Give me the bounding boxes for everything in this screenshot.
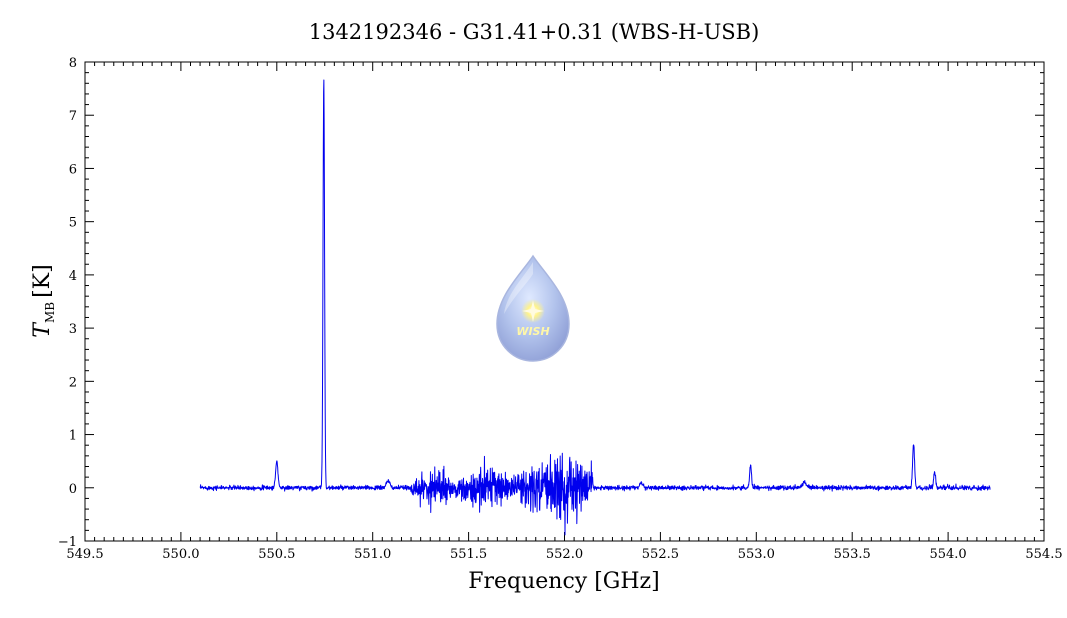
logo-text: WISH: [516, 325, 549, 338]
y-tick-label: 7: [69, 109, 77, 124]
x-tick-label: 551.5: [450, 547, 487, 562]
x-tick-label: 550.5: [258, 547, 295, 562]
x-tick-label: 551.0: [354, 547, 391, 562]
y-tick-label: 3: [69, 322, 77, 337]
x-tick-label: 553.5: [834, 547, 871, 562]
y-tick-label: 0: [69, 482, 77, 497]
y-tick-label: −1: [58, 535, 77, 550]
x-tick-label: 553.0: [738, 547, 775, 562]
y-tick-labels: −1 0 1 2 3 4 5 6 7 8: [58, 56, 77, 550]
axis-ticks: [84, 61, 1045, 542]
x-tick-label: 552.0: [546, 547, 583, 562]
x-axis-label: Frequency [GHz]: [468, 569, 660, 594]
x-tick-label: 550.0: [162, 547, 199, 562]
y-tick-label: 8: [69, 56, 77, 71]
y-axis-subscript: MB: [43, 302, 57, 323]
x-tick-label: 552.5: [642, 547, 679, 562]
y-tick-label: 2: [69, 375, 77, 390]
spectrum-line: [199, 79, 991, 536]
y-tick-label: 1: [69, 429, 77, 444]
x-tick-label: 554.0: [929, 547, 966, 562]
x-tick-label: 554.5: [1025, 547, 1062, 562]
y-axis-label: TMB [K]: [30, 264, 57, 337]
chart-title: 1342192346 - G31.41+0.31 (WBS-H-USB): [309, 20, 760, 44]
y-axis-unit: [K]: [30, 264, 55, 298]
x-tick-label: 549.5: [66, 547, 103, 562]
watermark-logo: WISH: [496, 254, 570, 362]
y-axis-symbol: T: [30, 321, 55, 338]
y-tick-label: 5: [69, 216, 77, 231]
y-tick-label: 6: [69, 162, 77, 177]
x-tick-labels: 549.5 550.0 550.5 551.0 551.5 552.0 552.5 553.0…: [66, 547, 1062, 562]
y-tick-label: 4: [69, 269, 77, 284]
